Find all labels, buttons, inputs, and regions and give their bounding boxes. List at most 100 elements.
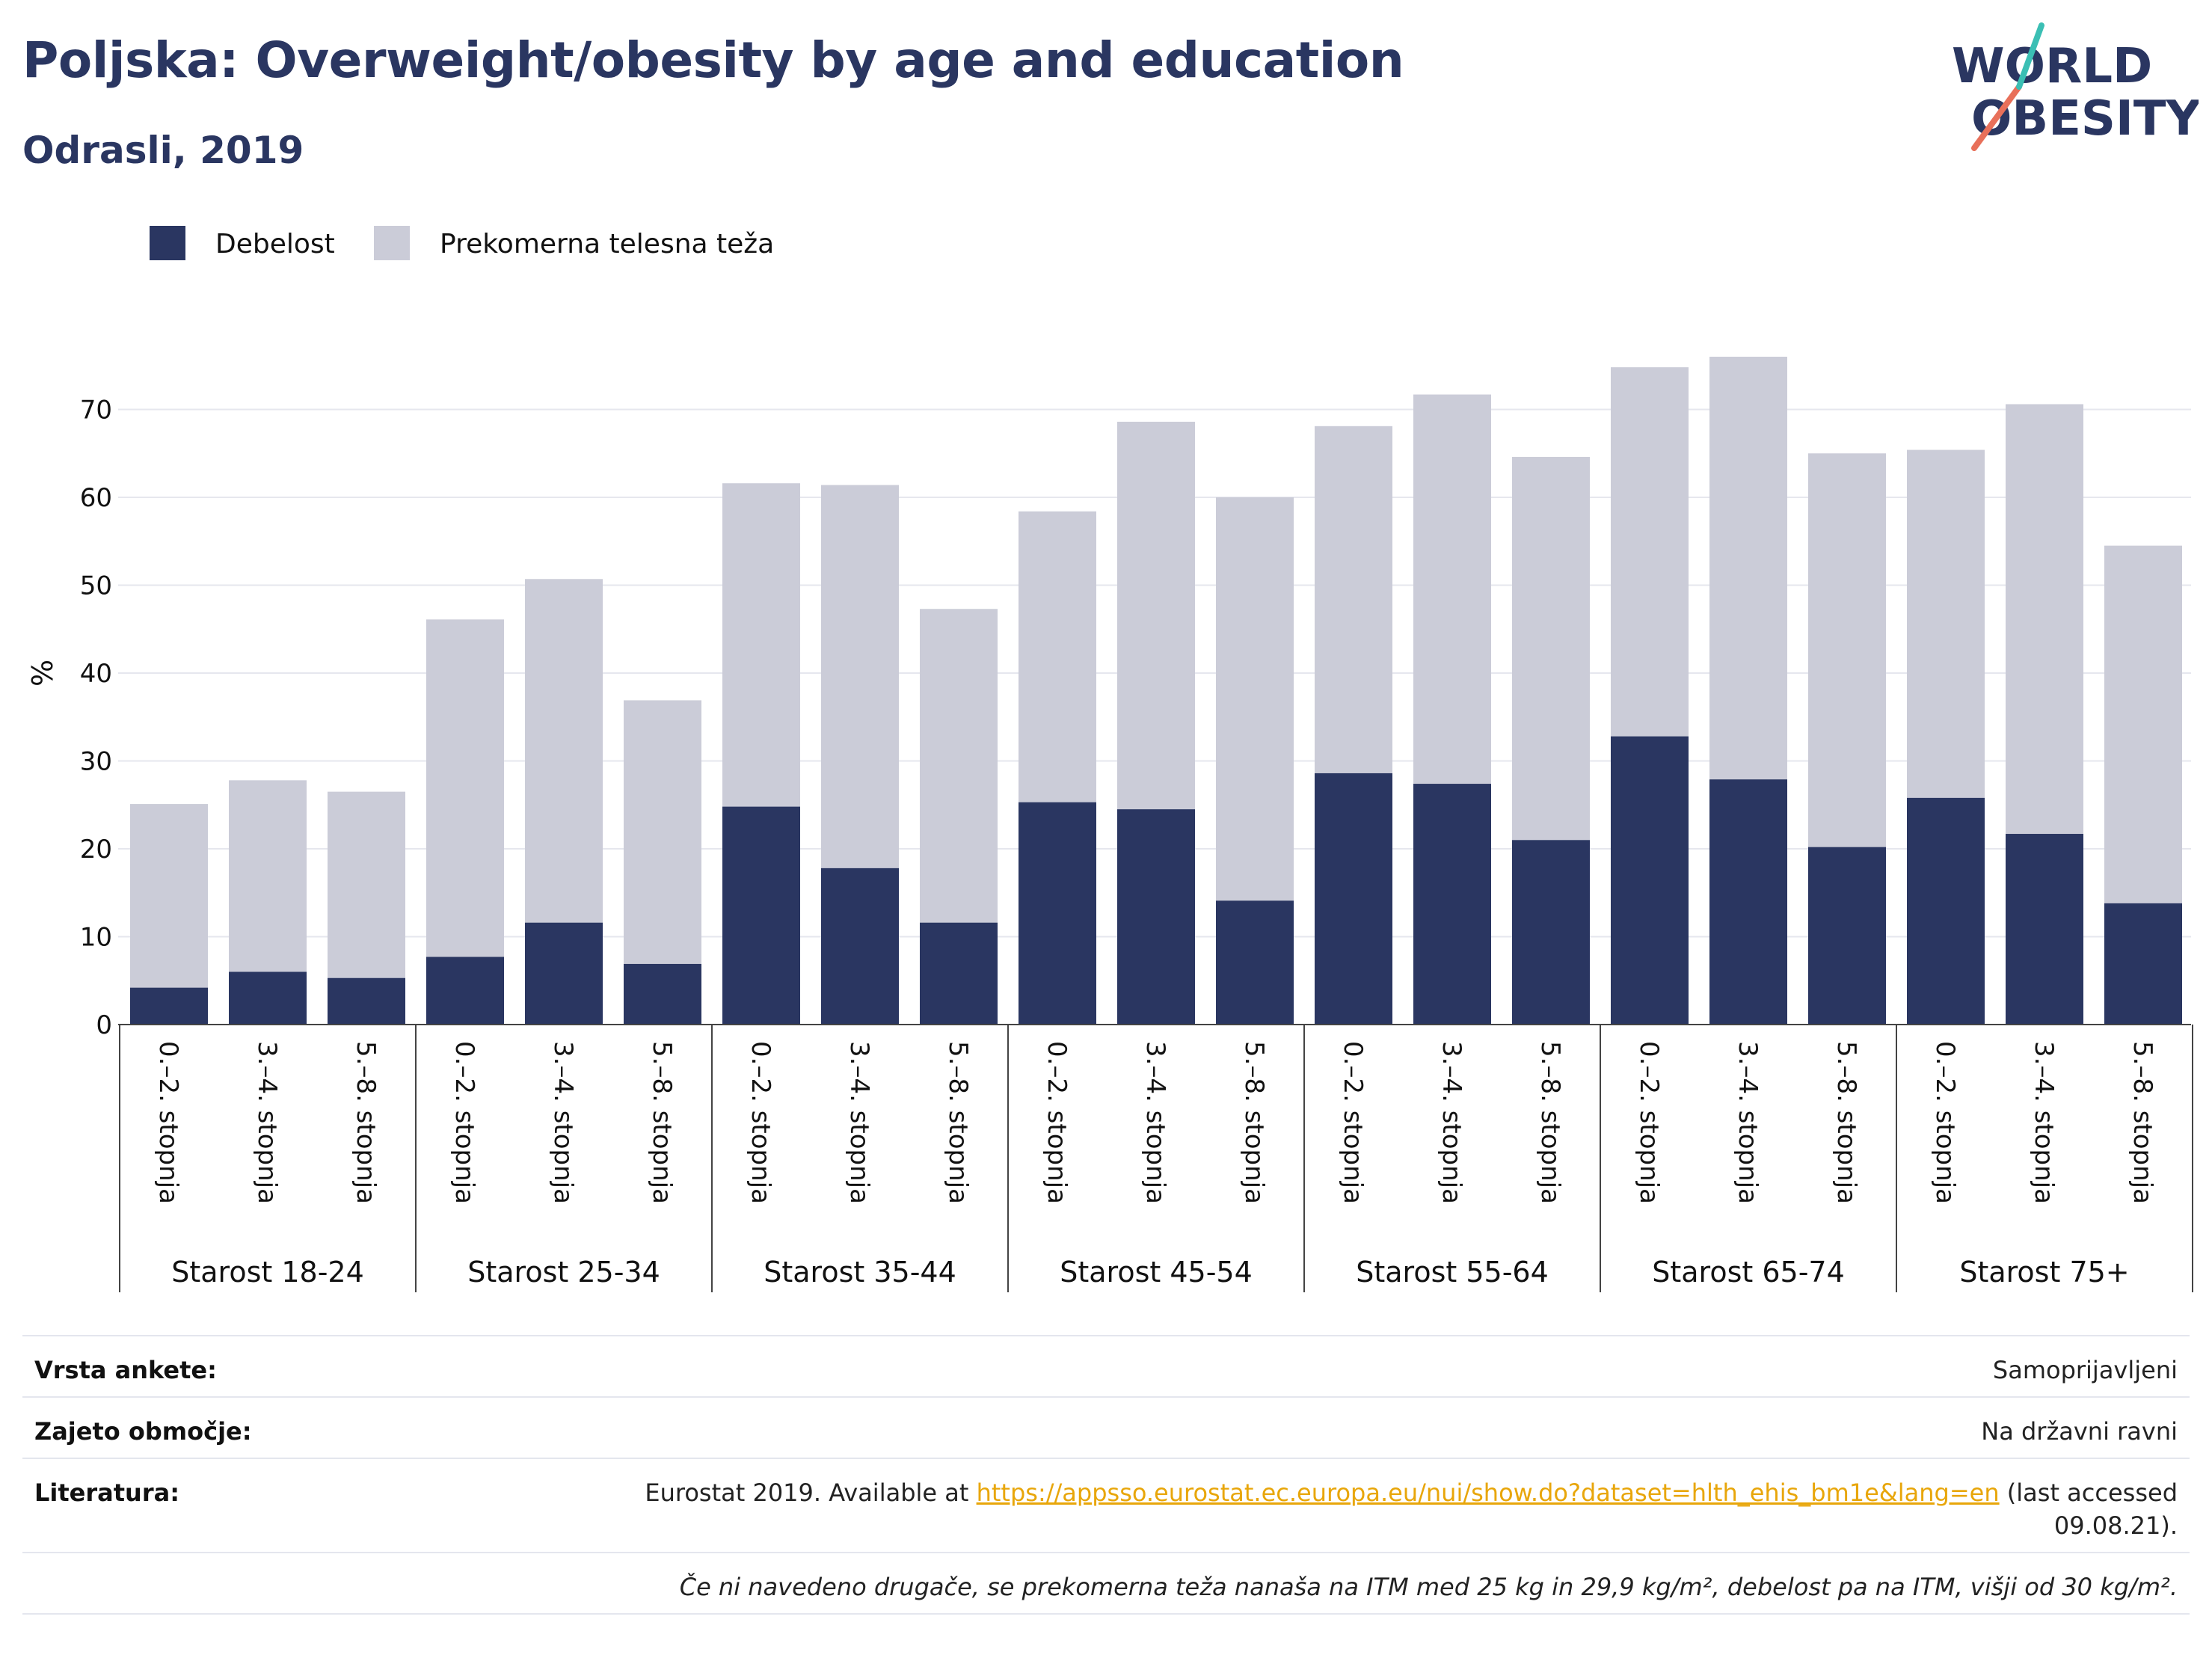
x-category-label: 3.–4. stopnja	[548, 1041, 578, 1204]
x-category-label: 0.–2. stopnja	[1634, 1041, 1664, 1204]
legend-swatch-overweight	[374, 226, 410, 260]
survey-label: Vrsta ankete:	[34, 1356, 217, 1384]
x-category-label: 3.–4. stopnja	[252, 1041, 282, 1204]
x-category-label: 5.–8. stopnja	[1831, 1041, 1861, 1204]
x-category-label: 3.–4. stopnja	[844, 1041, 874, 1204]
references-label: Literatura:	[34, 1479, 179, 1507]
references-line-2: 09.08.21).	[2053, 1511, 2178, 1540]
y-tick-label: 60	[80, 483, 112, 513]
x-group-label: Starost 35-44	[764, 1256, 956, 1289]
bar-overweight	[920, 609, 998, 923]
x-category-label: 0.–2. stopnja	[1338, 1041, 1368, 1204]
x-category-label: 0.–2. stopnja	[153, 1041, 183, 1204]
bmi-footnote: Če ni navedeno drugače, se prekomerna te…	[679, 1573, 2178, 1601]
info-row-survey: Vrsta ankete: Samoprijavljeni	[22, 1335, 2190, 1398]
bar-overweight	[2104, 545, 2182, 903]
coverage-value: Na državni ravni	[1981, 1417, 2178, 1446]
references-link[interactable]: https://appsso.eurostat.ec.europa.eu/nui…	[976, 1479, 2000, 1507]
bar-overweight	[821, 485, 899, 868]
x-group-label: Starost 65-74	[1652, 1256, 1845, 1289]
bar-overweight	[1216, 497, 1294, 901]
logo-slash-teal	[2016, 22, 2044, 90]
bar-obesity	[1808, 847, 1886, 1025]
y-tick-label: 50	[80, 571, 112, 601]
y-tick-label: 10	[80, 923, 112, 953]
bar-overweight	[624, 700, 701, 964]
info-row-coverage: Zajeto območje: Na državni ravni	[22, 1396, 2190, 1459]
x-category-label: 3.–4. stopnja	[2029, 1041, 2059, 1204]
bar-obesity	[1413, 784, 1491, 1025]
bar-obesity	[2104, 903, 2182, 1025]
x-category-label: 5.–8. stopnja	[1535, 1041, 1565, 1204]
references-text: Eurostat 2019. Available at	[645, 1479, 977, 1507]
bar-obesity	[1512, 840, 1590, 1025]
x-category-label: 5.–8. stopnja	[943, 1041, 973, 1204]
bar-overweight	[1512, 456, 1590, 841]
x-group-label: Starost 25-34	[467, 1256, 660, 1289]
legend-label-obesity: Debelost	[215, 229, 335, 260]
x-category-label: 5.–8. stopnja	[1239, 1041, 1269, 1204]
bar-obesity	[1117, 809, 1195, 1025]
logo-line-1: WORLD	[1952, 39, 2152, 94]
chart-title: Poljska: Overweight/obesity by age and e…	[22, 31, 1404, 89]
y-tick-label: 40	[80, 659, 112, 689]
y-tick-label: 30	[80, 747, 112, 777]
bar-overweight	[1907, 449, 1985, 798]
survey-value: Samoprijavljeni	[1992, 1356, 2178, 1384]
bar-obesity	[1216, 900, 1294, 1025]
bar-obesity	[328, 977, 405, 1025]
logo-slash-red	[1971, 84, 2022, 151]
bar-obesity	[1019, 802, 1096, 1025]
info-row-references: Literatura: Eurostat 2019. Available at …	[22, 1458, 2190, 1553]
bar-overweight	[1413, 394, 1491, 784]
bar-overweight	[1019, 511, 1096, 802]
references-text-after: (last accessed	[1999, 1479, 2178, 1507]
bar-obesity	[920, 922, 998, 1025]
stacked-bar-chart: Debelost Prekomerna telesna teža 0 10 20 30 40…	[26, 226, 2193, 1292]
bar-obesity	[1611, 736, 1689, 1025]
bar-obesity	[229, 971, 307, 1025]
y-tick-label: 20	[80, 835, 112, 865]
x-category-label: 5.–8. stopnja	[647, 1041, 677, 1204]
bar-obesity	[130, 987, 208, 1025]
x-category-label: 5.–8. stopnja	[351, 1041, 381, 1204]
x-group-label: Starost 18-24	[171, 1256, 364, 1289]
info-table-bottom-rule	[22, 1613, 2190, 1615]
bar-obesity	[2006, 834, 2083, 1025]
bar-obesity	[426, 957, 504, 1025]
bar-overweight	[1315, 426, 1392, 773]
x-group-label: Starost 75+	[1959, 1256, 2129, 1289]
coverage-label: Zajeto območje:	[34, 1417, 252, 1446]
bar-overweight	[2006, 404, 2083, 835]
x-category-label: 3.–4. stopnja	[1733, 1041, 1763, 1204]
x-category-label: 0.–2. stopnja	[1042, 1041, 1072, 1204]
x-category-label: 5.–8. stopnja	[2127, 1041, 2157, 1204]
legend-swatch-obesity	[150, 226, 185, 260]
bar-obesity	[1315, 773, 1392, 1025]
bar-obesity	[624, 963, 701, 1025]
legend-label-overweight: Prekomerna telesna teža	[440, 229, 774, 260]
bar-overweight	[328, 791, 405, 978]
x-group-label: Starost 45-54	[1060, 1256, 1253, 1289]
y-tick-label: 0	[96, 1010, 112, 1040]
world-obesity-logo: WORLD OBESITY	[1952, 22, 2199, 151]
bar-obesity	[821, 868, 899, 1025]
x-group-label: Starost 55-64	[1356, 1256, 1549, 1289]
x-category-label: 0.–2. stopnja	[746, 1041, 775, 1204]
x-category-label: 3.–4. stopnja	[1437, 1041, 1466, 1204]
bar-overweight	[1709, 357, 1787, 780]
x-category-label: 0.–2. stopnja	[1930, 1041, 1960, 1204]
bar-obesity	[525, 922, 603, 1025]
references-line-1: Eurostat 2019. Available at https://apps…	[645, 1479, 2178, 1507]
bar-overweight	[1808, 453, 1886, 847]
bar-overweight	[130, 804, 208, 988]
bar-obesity	[1907, 797, 1985, 1025]
x-category-label: 3.–4. stopnja	[1140, 1041, 1170, 1204]
bar-overweight	[426, 619, 504, 957]
info-row-note: Če ni navedeno drugače, se prekomerna te…	[22, 1552, 2190, 1615]
bar-overweight	[1117, 421, 1195, 810]
bar-overweight	[229, 780, 307, 972]
bar-obesity	[1709, 779, 1787, 1025]
bar-overweight	[525, 579, 603, 923]
x-category-label: 0.–2. stopnja	[449, 1041, 479, 1204]
